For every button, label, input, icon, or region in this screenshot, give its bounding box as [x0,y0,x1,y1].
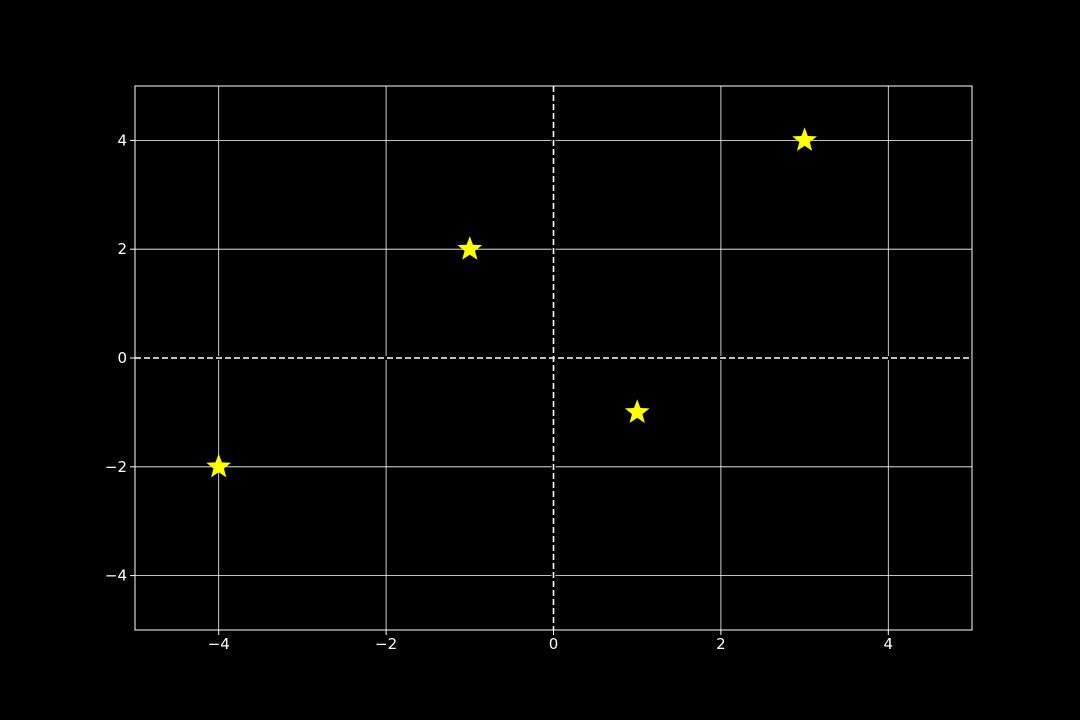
x-tick-label: 4 [884,635,894,653]
y-tick-label: 4 [117,131,127,149]
axis-ticks: −4 −2 0 2 4 −4 −2 0 2 4 [105,131,893,653]
x-tick-label: −4 [208,635,230,653]
x-tick-label: 0 [549,635,559,653]
x-tick-label: 2 [716,635,726,653]
x-tick-label: −2 [375,635,397,653]
data-point-star-2 [624,399,650,423]
y-tick-label: 0 [117,349,127,367]
data-point-star-3 [792,127,817,151]
reference-lines [135,86,972,630]
y-tick-label: −2 [105,458,127,476]
y-tick-label: 2 [117,240,127,258]
data-point-star-1 [457,236,483,260]
y-tick-label: −4 [105,567,127,585]
data-points [206,127,817,478]
data-point-star-0 [206,453,232,478]
